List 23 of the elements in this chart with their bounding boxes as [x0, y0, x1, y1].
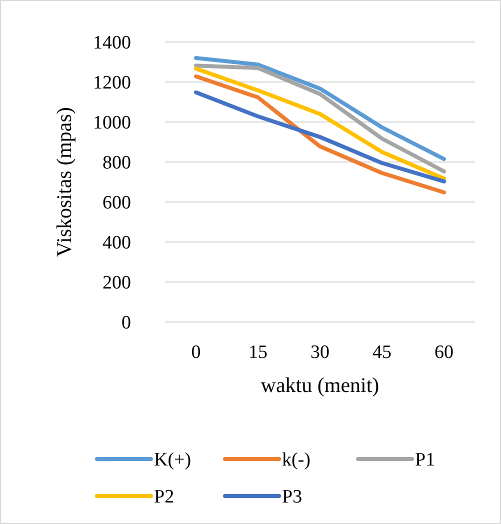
y-tick-label: 0: [122, 312, 131, 334]
y-tick-label: 400: [102, 232, 131, 254]
y-tick-label: 1000: [93, 112, 131, 134]
legend-label: P1: [415, 450, 436, 471]
legend-label: K(+): [154, 450, 192, 471]
line-series: [194, 56, 446, 161]
y-tick-label: 200: [102, 272, 131, 294]
x-tick-label: 60: [434, 342, 454, 363]
x-tick-label: 30: [310, 342, 330, 363]
y-tick-label: 800: [102, 152, 131, 174]
y-tick-label: 1200: [93, 72, 131, 94]
x-tick-label: 15: [248, 342, 268, 363]
legend-label: P2: [154, 486, 174, 508]
x-axis-title: waktu (menit): [260, 373, 380, 397]
line-series: [194, 90, 446, 184]
x-tick-label: 0: [191, 342, 201, 363]
legend-label: k(-): [282, 450, 310, 471]
y-axis-title: Viskositas (mpas): [52, 107, 76, 257]
y-tick-label: 600: [102, 192, 131, 214]
x-tick-label: 45: [372, 342, 392, 363]
legend-label: P3: [282, 486, 302, 508]
y-tick-label: 1400: [93, 32, 131, 54]
line-series: [194, 74, 446, 194]
